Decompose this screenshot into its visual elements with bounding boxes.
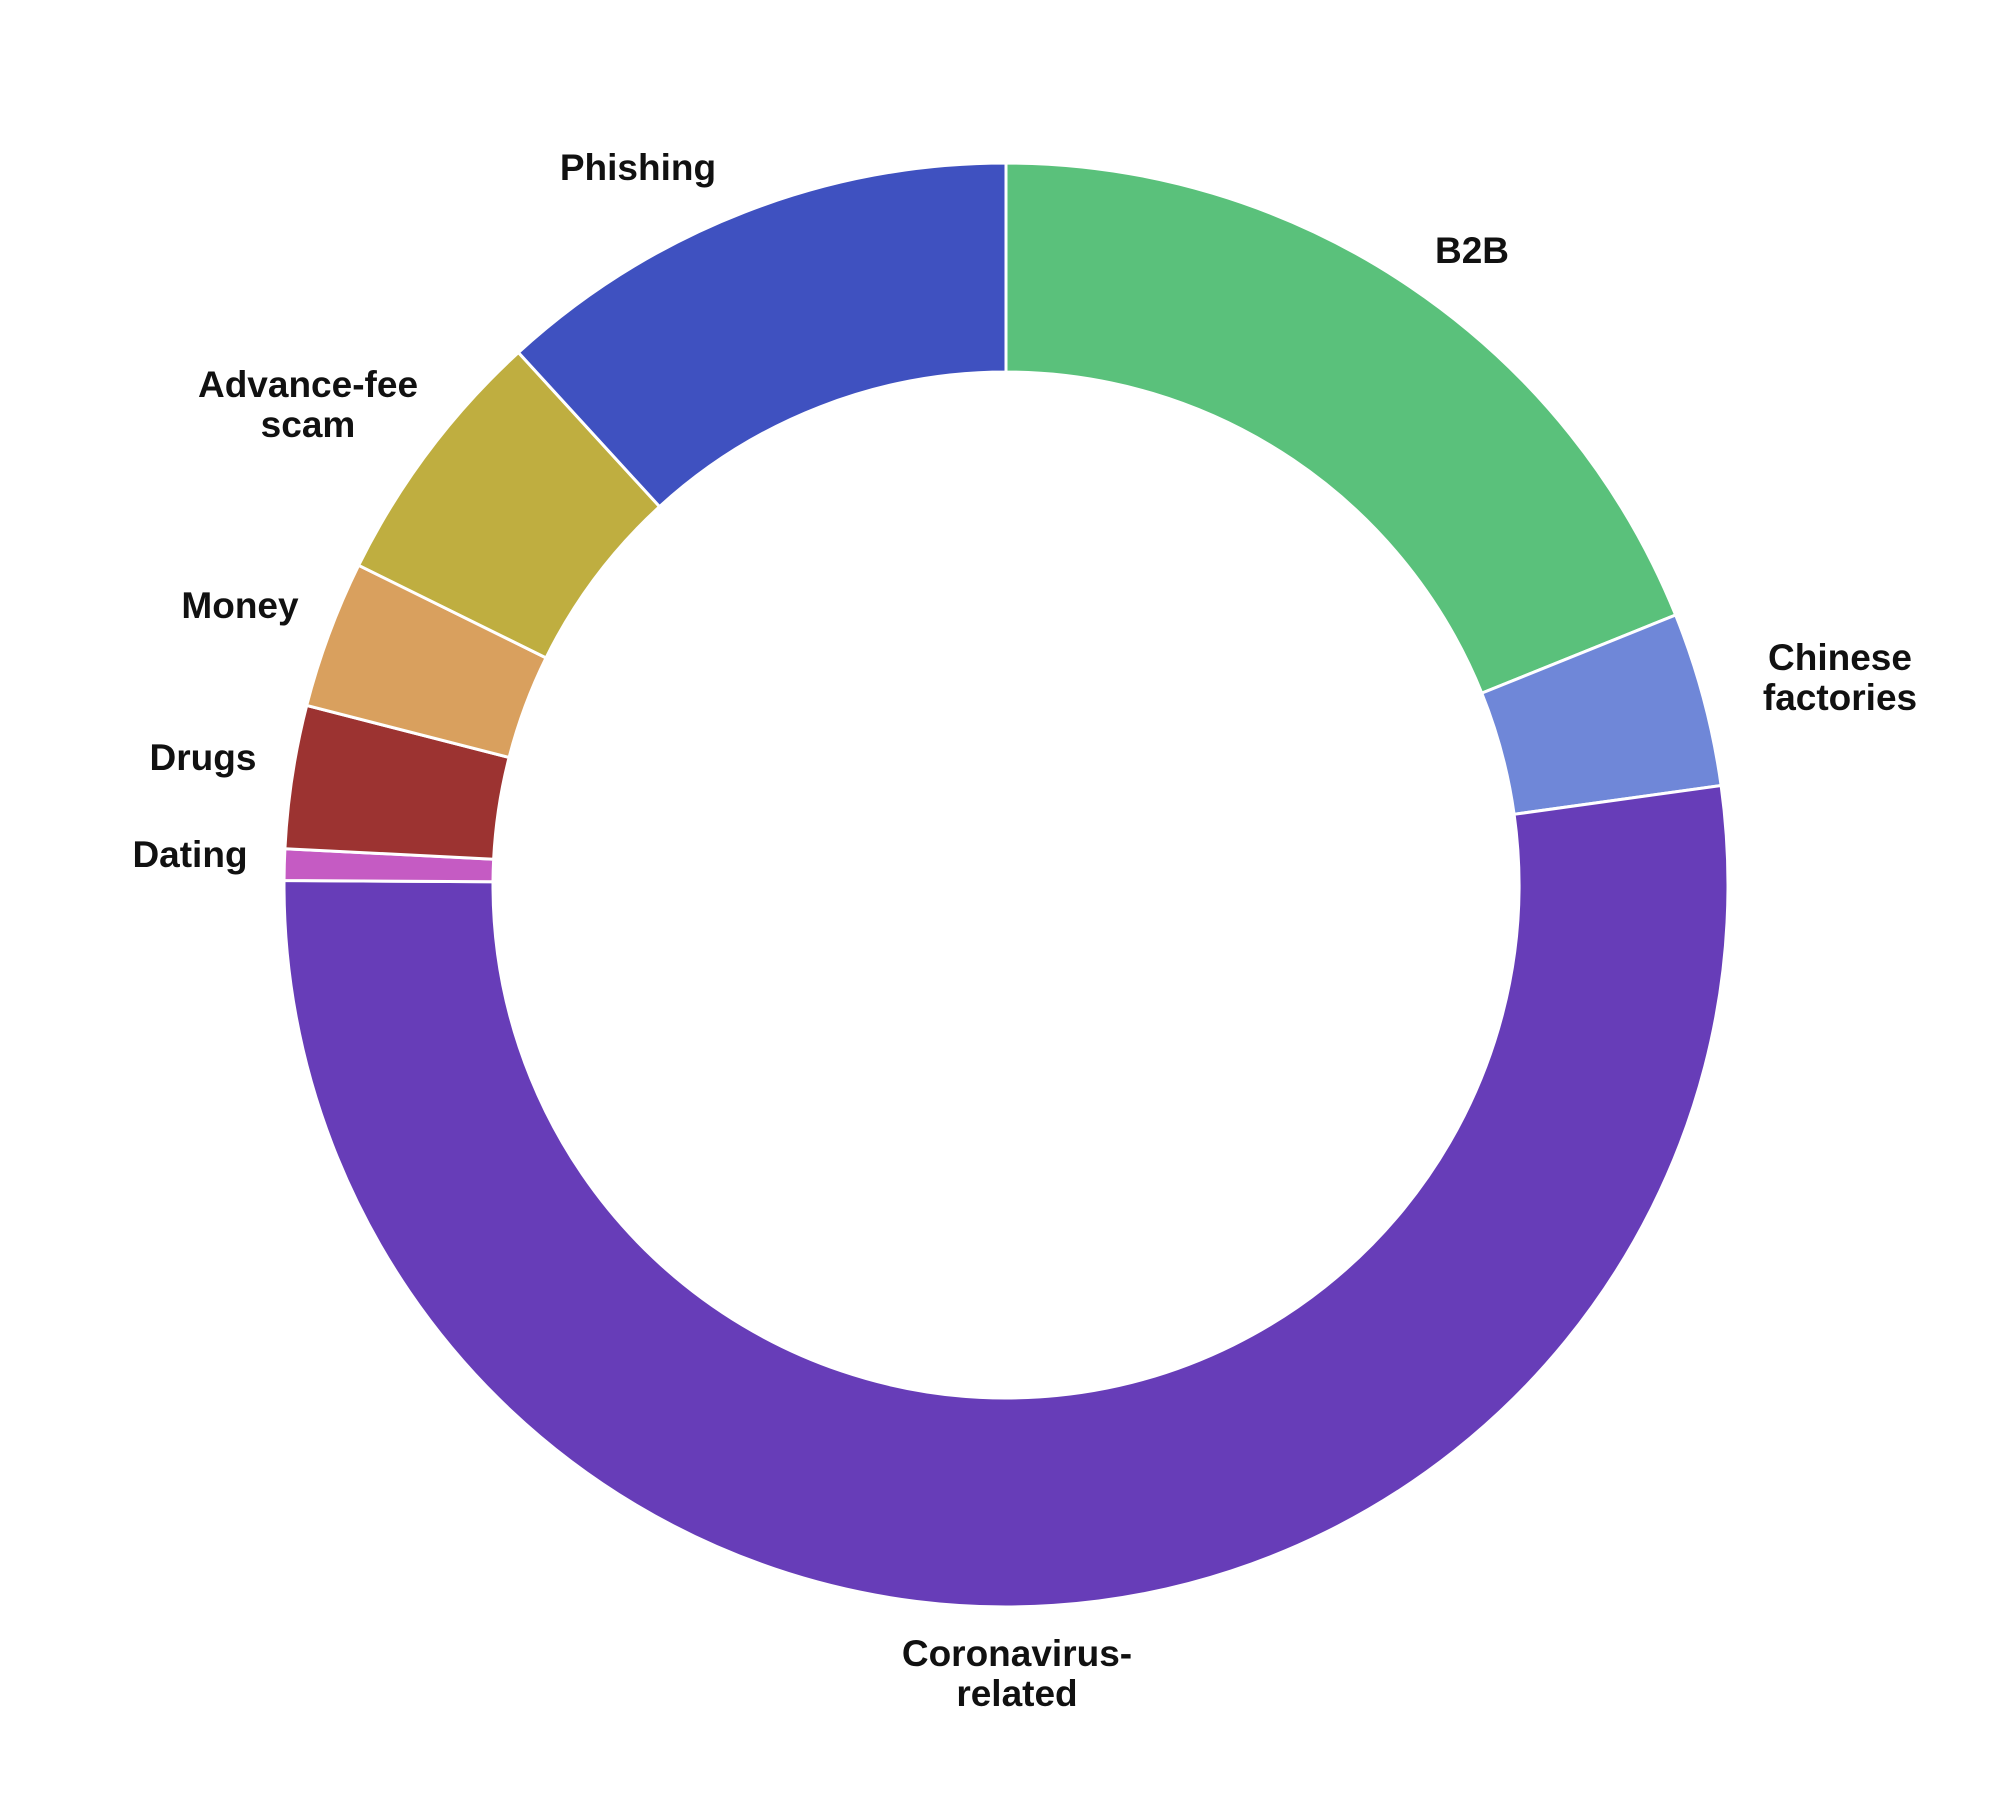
slice-label: Dating	[132, 834, 248, 875]
slice-label: Drugs	[149, 737, 257, 778]
donut-slice	[282, 783, 1730, 1609]
slice-label: Coronavirus-related	[901, 1633, 1133, 1714]
slice-label: B2B	[1434, 230, 1510, 271]
donut-slice	[1004, 161, 1678, 696]
donut-slice	[516, 161, 1008, 509]
slice-label: Phishing	[559, 147, 717, 188]
slice-label: Money	[181, 585, 299, 626]
slice-label: Advance-fee scam	[197, 364, 419, 445]
slice-label: Chinese factories	[1762, 637, 1918, 718]
